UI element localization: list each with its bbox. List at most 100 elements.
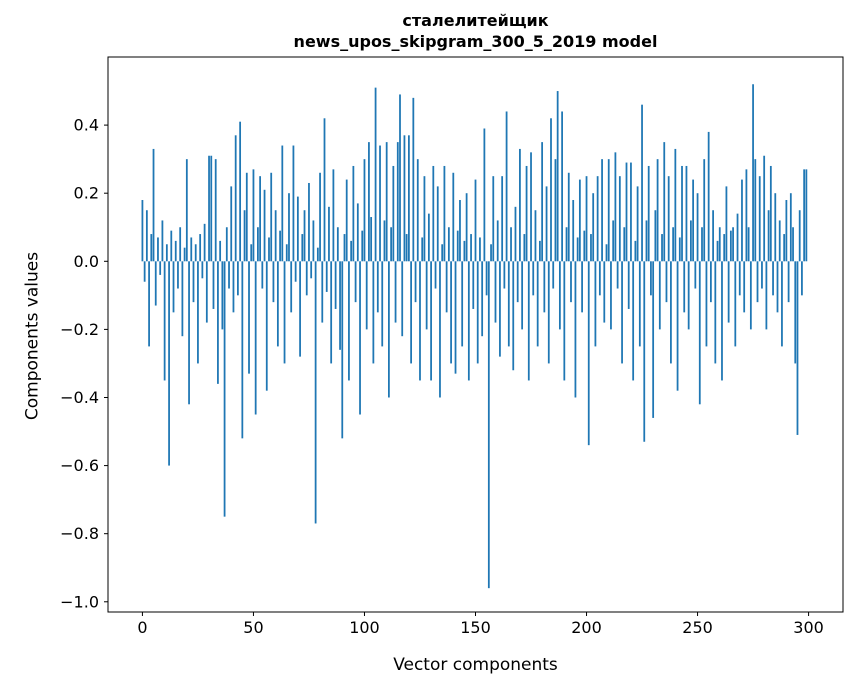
bar — [263, 189, 266, 262]
bar — [523, 234, 526, 262]
bar — [343, 234, 346, 262]
bar — [237, 261, 239, 296]
bar — [381, 261, 384, 347]
bar — [554, 159, 557, 262]
bar — [485, 261, 488, 296]
bar — [601, 159, 603, 262]
bar — [459, 200, 461, 262]
bar — [394, 261, 397, 323]
y-tick-label: 0.4 — [74, 116, 99, 135]
bar — [285, 244, 288, 262]
bar — [678, 237, 681, 262]
bar — [590, 234, 592, 262]
bar — [505, 111, 508, 262]
bar — [758, 176, 761, 262]
bar — [725, 186, 728, 262]
bar — [430, 261, 432, 381]
bar — [738, 261, 741, 296]
bar — [709, 261, 712, 303]
bar — [512, 261, 515, 371]
bar — [663, 142, 666, 262]
bar — [248, 261, 250, 374]
bar — [341, 261, 344, 439]
bar — [558, 261, 561, 330]
bar — [385, 142, 388, 262]
bar — [445, 261, 448, 313]
bar — [623, 227, 626, 262]
bar — [185, 159, 188, 262]
bar — [805, 169, 808, 262]
bar — [294, 261, 297, 282]
bar — [532, 261, 535, 296]
bar — [698, 261, 701, 405]
bar — [243, 210, 246, 262]
bar — [336, 227, 339, 262]
bar — [741, 179, 743, 262]
bar — [547, 261, 550, 364]
bar — [403, 135, 406, 262]
bar — [789, 193, 792, 262]
y-tick-label: 0.2 — [74, 184, 99, 203]
bar — [612, 220, 615, 262]
bar — [701, 227, 703, 262]
bar — [763, 155, 766, 262]
bar — [412, 97, 415, 262]
bar — [618, 176, 621, 262]
bar — [754, 159, 757, 262]
bar — [257, 227, 259, 262]
bar — [408, 135, 410, 262]
bar — [219, 240, 222, 262]
bar — [279, 230, 281, 262]
bar — [183, 247, 186, 262]
bar — [443, 165, 446, 262]
bar — [314, 261, 317, 524]
bar — [208, 155, 210, 262]
bar — [774, 193, 777, 262]
bar — [785, 200, 788, 262]
bar — [401, 261, 404, 337]
bar — [370, 217, 373, 262]
bar — [474, 179, 477, 262]
bar — [492, 176, 495, 262]
bar — [552, 261, 555, 289]
bar — [214, 159, 217, 262]
bar — [172, 261, 175, 313]
bar — [141, 200, 144, 262]
bar — [707, 131, 710, 262]
bar — [539, 240, 541, 262]
bar — [348, 261, 350, 381]
bar — [148, 261, 150, 347]
bar — [638, 261, 641, 347]
bar — [610, 261, 612, 330]
bar — [354, 261, 357, 303]
bar — [801, 261, 803, 296]
bar — [574, 261, 577, 398]
bar — [374, 87, 377, 262]
bar — [390, 227, 393, 262]
bar — [672, 227, 675, 262]
bar — [239, 121, 242, 262]
bar — [585, 176, 588, 262]
bar — [565, 227, 568, 262]
bar — [752, 84, 754, 262]
bar — [221, 261, 224, 330]
bar — [319, 172, 321, 262]
bar — [632, 261, 635, 381]
bar — [536, 261, 539, 347]
bar — [416, 159, 419, 262]
chart-title: сталелитейщик — [402, 11, 549, 30]
bar — [325, 261, 328, 292]
bar — [510, 227, 512, 262]
bar — [716, 240, 719, 262]
bar — [630, 162, 632, 262]
bar — [365, 261, 368, 330]
bar — [396, 142, 399, 262]
bar — [217, 261, 219, 384]
bar — [654, 210, 657, 262]
bar — [769, 165, 772, 262]
bar — [516, 261, 519, 303]
bar — [296, 196, 299, 262]
bar — [305, 261, 308, 296]
bar — [487, 261, 490, 589]
